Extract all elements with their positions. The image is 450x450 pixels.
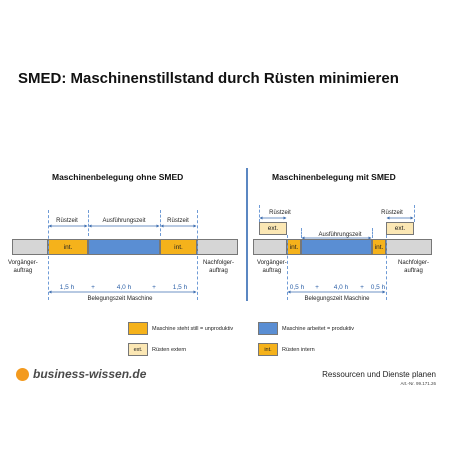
right-guide-line-2 bbox=[287, 235, 288, 300]
left-plus-2: + bbox=[152, 284, 156, 291]
left-time-2: 4,0 h bbox=[116, 284, 132, 291]
legend-int-swatch-label: int. bbox=[264, 346, 272, 353]
section-divider bbox=[246, 168, 248, 301]
right-nachfolger-label: Nachfolger- auftrag bbox=[398, 260, 429, 275]
legend-extern-label: Rüsten extern bbox=[152, 347, 187, 353]
left-heading: Maschinenbelegung ohne SMED bbox=[52, 172, 184, 182]
left-vorgaenger-line2: auftrag bbox=[13, 267, 33, 274]
right-idle-segment-before bbox=[253, 239, 287, 255]
left-belegungszeit-label: Belegungszeit Maschine bbox=[87, 296, 153, 302]
right-ext-label-1: ext. bbox=[267, 225, 279, 232]
right-int-label-2: int. bbox=[374, 243, 384, 251]
right-ausfuehrung-label: Ausführungszeit bbox=[318, 232, 362, 238]
right-guide-line-1 bbox=[259, 205, 260, 222]
right-guide-line-4 bbox=[372, 228, 373, 238]
legend-still-label: Maschine steht still = unproduktiv bbox=[152, 326, 234, 332]
left-int-label-1: int. bbox=[63, 243, 73, 251]
right-plus-2: + bbox=[360, 284, 364, 291]
brand-logo: business-wissen.de bbox=[16, 367, 146, 381]
right-int-segment-2: int. bbox=[372, 239, 386, 255]
right-plus-1: + bbox=[315, 284, 319, 291]
right-belegungszeit-label: Belegungszeit Maschine bbox=[304, 296, 370, 302]
left-nachfolger-line2: auftrag bbox=[209, 267, 228, 274]
legend-intern-label: Rüsten intern bbox=[282, 347, 315, 353]
right-ruestzeit-label-2: Rüstzeit bbox=[381, 210, 403, 216]
right-nachfolger-line1: Nachfolger- bbox=[398, 260, 430, 266]
left-idle-segment-before bbox=[12, 239, 48, 255]
right-time-3: 0,5 h bbox=[370, 284, 386, 291]
legend-ext-swatch-label: ext. bbox=[133, 346, 143, 353]
left-guide-line-2 bbox=[88, 210, 89, 236]
right-vorgaenger-label: Vorgänger- auftrag bbox=[257, 260, 287, 275]
left-ruestzeit-label-1: Rüstzeit bbox=[56, 218, 78, 224]
right-guide-line-6 bbox=[414, 205, 415, 222]
right-time-2: 4,0 h bbox=[333, 284, 349, 291]
left-time-3: 1,5 h bbox=[172, 284, 188, 291]
legend-swatch-arbeitet bbox=[258, 322, 278, 335]
right-int-label-1: int. bbox=[289, 243, 299, 251]
legend-swatch-intern: int. bbox=[258, 343, 278, 356]
left-nachfolger-line1: Nachfolger- bbox=[203, 260, 235, 266]
right-vorgaenger-line1: Vorgänger- bbox=[257, 260, 287, 266]
right-ruestzeit-label-1: Rüstzeit bbox=[269, 210, 291, 216]
right-guide-line-3 bbox=[301, 228, 302, 238]
brand-dot-icon bbox=[16, 367, 29, 381]
left-ausfuehrung-label: Ausführungszeit bbox=[102, 218, 146, 224]
left-plus-1: + bbox=[91, 284, 95, 291]
right-vorgaenger-line2: auftrag bbox=[262, 267, 282, 274]
brand-name: business-wissen.de bbox=[33, 367, 147, 381]
page-title: SMED: Maschinenstillstand durch Rüsten m… bbox=[18, 70, 399, 87]
right-time-1: 0,5 h bbox=[289, 284, 305, 291]
right-ext-box-1: ext. bbox=[259, 222, 287, 235]
right-ext-label-2: ext. bbox=[394, 225, 406, 232]
left-nachfolger-label: Nachfolger- auftrag bbox=[203, 260, 234, 275]
legend-swatch-still bbox=[128, 322, 148, 335]
left-int-segment-2: int. bbox=[160, 239, 197, 255]
right-nachfolger-line2: auftrag bbox=[404, 267, 423, 274]
legend-arbeitet-label: Maschine arbeitet = produktiv bbox=[282, 326, 354, 332]
right-guide-line-5 bbox=[386, 235, 387, 300]
left-productive-segment bbox=[88, 239, 160, 255]
article-number: Art.-Nr. 99.171.26 bbox=[400, 381, 436, 386]
left-ruestzeit-label-2: Rüstzeit bbox=[167, 218, 189, 224]
right-heading: Maschinenbelegung mit SMED bbox=[272, 172, 396, 182]
left-vorgaenger-label: Vorgänger- auftrag bbox=[8, 260, 38, 275]
right-ext-box-2: ext. bbox=[386, 222, 414, 235]
legend-swatch-extern: ext. bbox=[128, 343, 148, 356]
left-int-label-2: int. bbox=[174, 243, 183, 251]
left-guide-line-1 bbox=[48, 210, 49, 300]
left-vorgaenger-line1: Vorgänger- bbox=[8, 260, 38, 266]
footer-subtitle: Ressourcen und Dienste planen bbox=[322, 370, 436, 379]
left-guide-line-3 bbox=[160, 210, 161, 236]
left-guide-line-4 bbox=[197, 210, 198, 300]
left-time-1: 1,5 h bbox=[59, 284, 75, 291]
